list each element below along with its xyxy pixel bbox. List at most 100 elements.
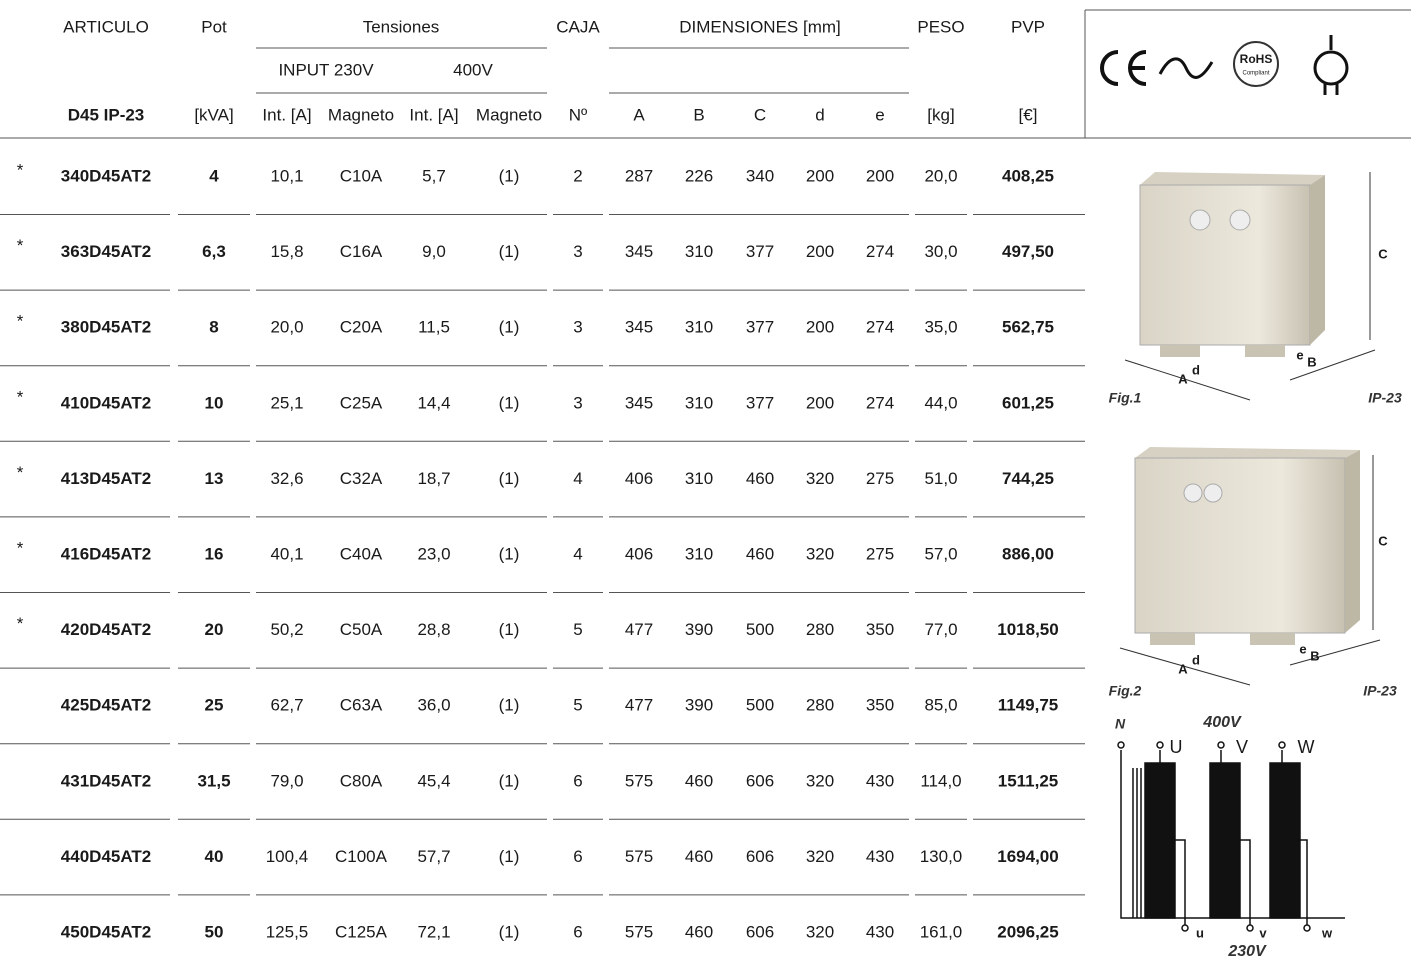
table-cell: C80A: [340, 771, 383, 790]
header-cell: Int. [A]: [409, 105, 458, 124]
table-cell: 606: [746, 922, 774, 941]
header-cell: Int. [A]: [262, 105, 311, 124]
table-cell: 601,25: [1002, 393, 1054, 412]
table-cell: 1018,50: [997, 620, 1058, 639]
row-mark: *: [17, 160, 24, 179]
table-cell: (1): [499, 696, 520, 715]
table-cell: 13: [205, 469, 224, 488]
table-cell: 310: [685, 544, 713, 563]
table-cell: 32,6: [270, 469, 303, 488]
table-cell: 15,8: [270, 242, 303, 261]
table-cell: 72,1: [417, 922, 450, 941]
dimension-label: B: [1307, 354, 1316, 369]
table-cell: 79,0: [270, 771, 303, 790]
voltage-label: 230V: [1227, 943, 1267, 960]
wiring-diagram: [1117, 741, 1345, 932]
table-cell: 200: [806, 242, 834, 261]
table-cell: 350: [866, 620, 894, 639]
dimension-label: e: [1296, 347, 1303, 362]
table-cell: 420D45AT2: [61, 620, 151, 639]
dimension-label: A: [1178, 661, 1188, 676]
dimension-label: C: [1378, 246, 1388, 261]
table-cell: 2: [573, 166, 582, 185]
table-cell: 31,5: [197, 771, 230, 790]
table-cell: (1): [499, 544, 520, 563]
table-cell: 340: [746, 166, 774, 185]
row-mark: *: [17, 463, 24, 482]
table-cell: 274: [866, 242, 894, 261]
table-cell: (1): [499, 318, 520, 337]
header-cell: DIMENSIONES [mm]: [679, 17, 841, 36]
transformer-photo: [1119, 447, 1381, 686]
table-cell: 320: [806, 544, 834, 563]
table-cell: 606: [746, 847, 774, 866]
table-cell: 440D45AT2: [61, 847, 151, 866]
dimension-label: e: [1299, 641, 1306, 656]
header-cell: Tensiones: [363, 17, 440, 36]
table-cell: 377: [746, 318, 774, 337]
table-cell: 50,2: [270, 620, 303, 639]
table-cell: 345: [625, 318, 653, 337]
rohs-text: RoHS: [1240, 52, 1273, 66]
table-cell: 10,1: [270, 166, 303, 185]
table-cell: 3: [573, 318, 582, 337]
table-cell: 408,25: [1002, 166, 1054, 185]
terminal-label: w: [1321, 925, 1333, 940]
header-cell: 400V: [453, 60, 493, 79]
transformer-photo: [1124, 172, 1376, 401]
table-cell: 50: [205, 922, 224, 941]
table-cell: 744,25: [1002, 469, 1054, 488]
table-cell: 390: [685, 696, 713, 715]
dimension-label: d: [1192, 652, 1200, 667]
table-cell: 310: [685, 469, 713, 488]
table-cell: 2096,25: [997, 922, 1058, 941]
table-cell: 51,0: [924, 469, 957, 488]
table-cell: 62,7: [270, 696, 303, 715]
table-cell: 226: [685, 166, 713, 185]
terminal-label: U: [1170, 737, 1183, 757]
table-cell: 416D45AT2: [61, 544, 151, 563]
row-mark: *: [17, 538, 24, 557]
table-cell: 77,0: [924, 620, 957, 639]
table-cell: 6: [573, 771, 582, 790]
table-cell: 200: [806, 318, 834, 337]
row-mark: *: [17, 614, 24, 633]
table-cell: (1): [499, 922, 520, 941]
table-cell: 40: [205, 847, 224, 866]
table-cell: 430: [866, 847, 894, 866]
table-cell: 6: [573, 847, 582, 866]
table-cell: 460: [685, 922, 713, 941]
table-cell: (1): [499, 242, 520, 261]
header-cell: e: [875, 105, 884, 124]
table-cell: 406: [625, 544, 653, 563]
table-cell: 460: [746, 544, 774, 563]
table-cell: 606: [746, 771, 774, 790]
rohs-logo: RoHS Compliant: [1233, 41, 1279, 87]
table-cell: 390: [685, 620, 713, 639]
table-cell: (1): [499, 469, 520, 488]
header-cell: d: [815, 105, 824, 124]
table-cell: 275: [866, 469, 894, 488]
figure-caption: Fig.1: [1109, 390, 1142, 406]
table-cell: 320: [806, 469, 834, 488]
table-cell: 57,7: [417, 847, 450, 866]
table-cell: C16A: [340, 242, 383, 261]
table-cell: 320: [806, 922, 834, 941]
ac-symbol: [1158, 57, 1214, 79]
table-cell: 25: [205, 696, 224, 715]
table-cell: 320: [806, 771, 834, 790]
table-cell: 575: [625, 922, 653, 941]
header-cell: Magneto: [328, 105, 394, 124]
dimension-label: A: [1178, 371, 1188, 386]
table-cell: 287: [625, 166, 653, 185]
header-cell: PESO: [917, 17, 964, 36]
table-cell: 377: [746, 242, 774, 261]
table-cell: 4: [573, 469, 582, 488]
table-cell: 161,0: [920, 922, 963, 941]
neutral-label: N: [1115, 716, 1126, 732]
table-cell: 200: [806, 393, 834, 412]
header-cell: [kg]: [927, 105, 954, 124]
table-cell: 1149,75: [998, 696, 1059, 715]
table-cell: 9,0: [422, 242, 446, 261]
table-cell: C25A: [340, 393, 383, 412]
